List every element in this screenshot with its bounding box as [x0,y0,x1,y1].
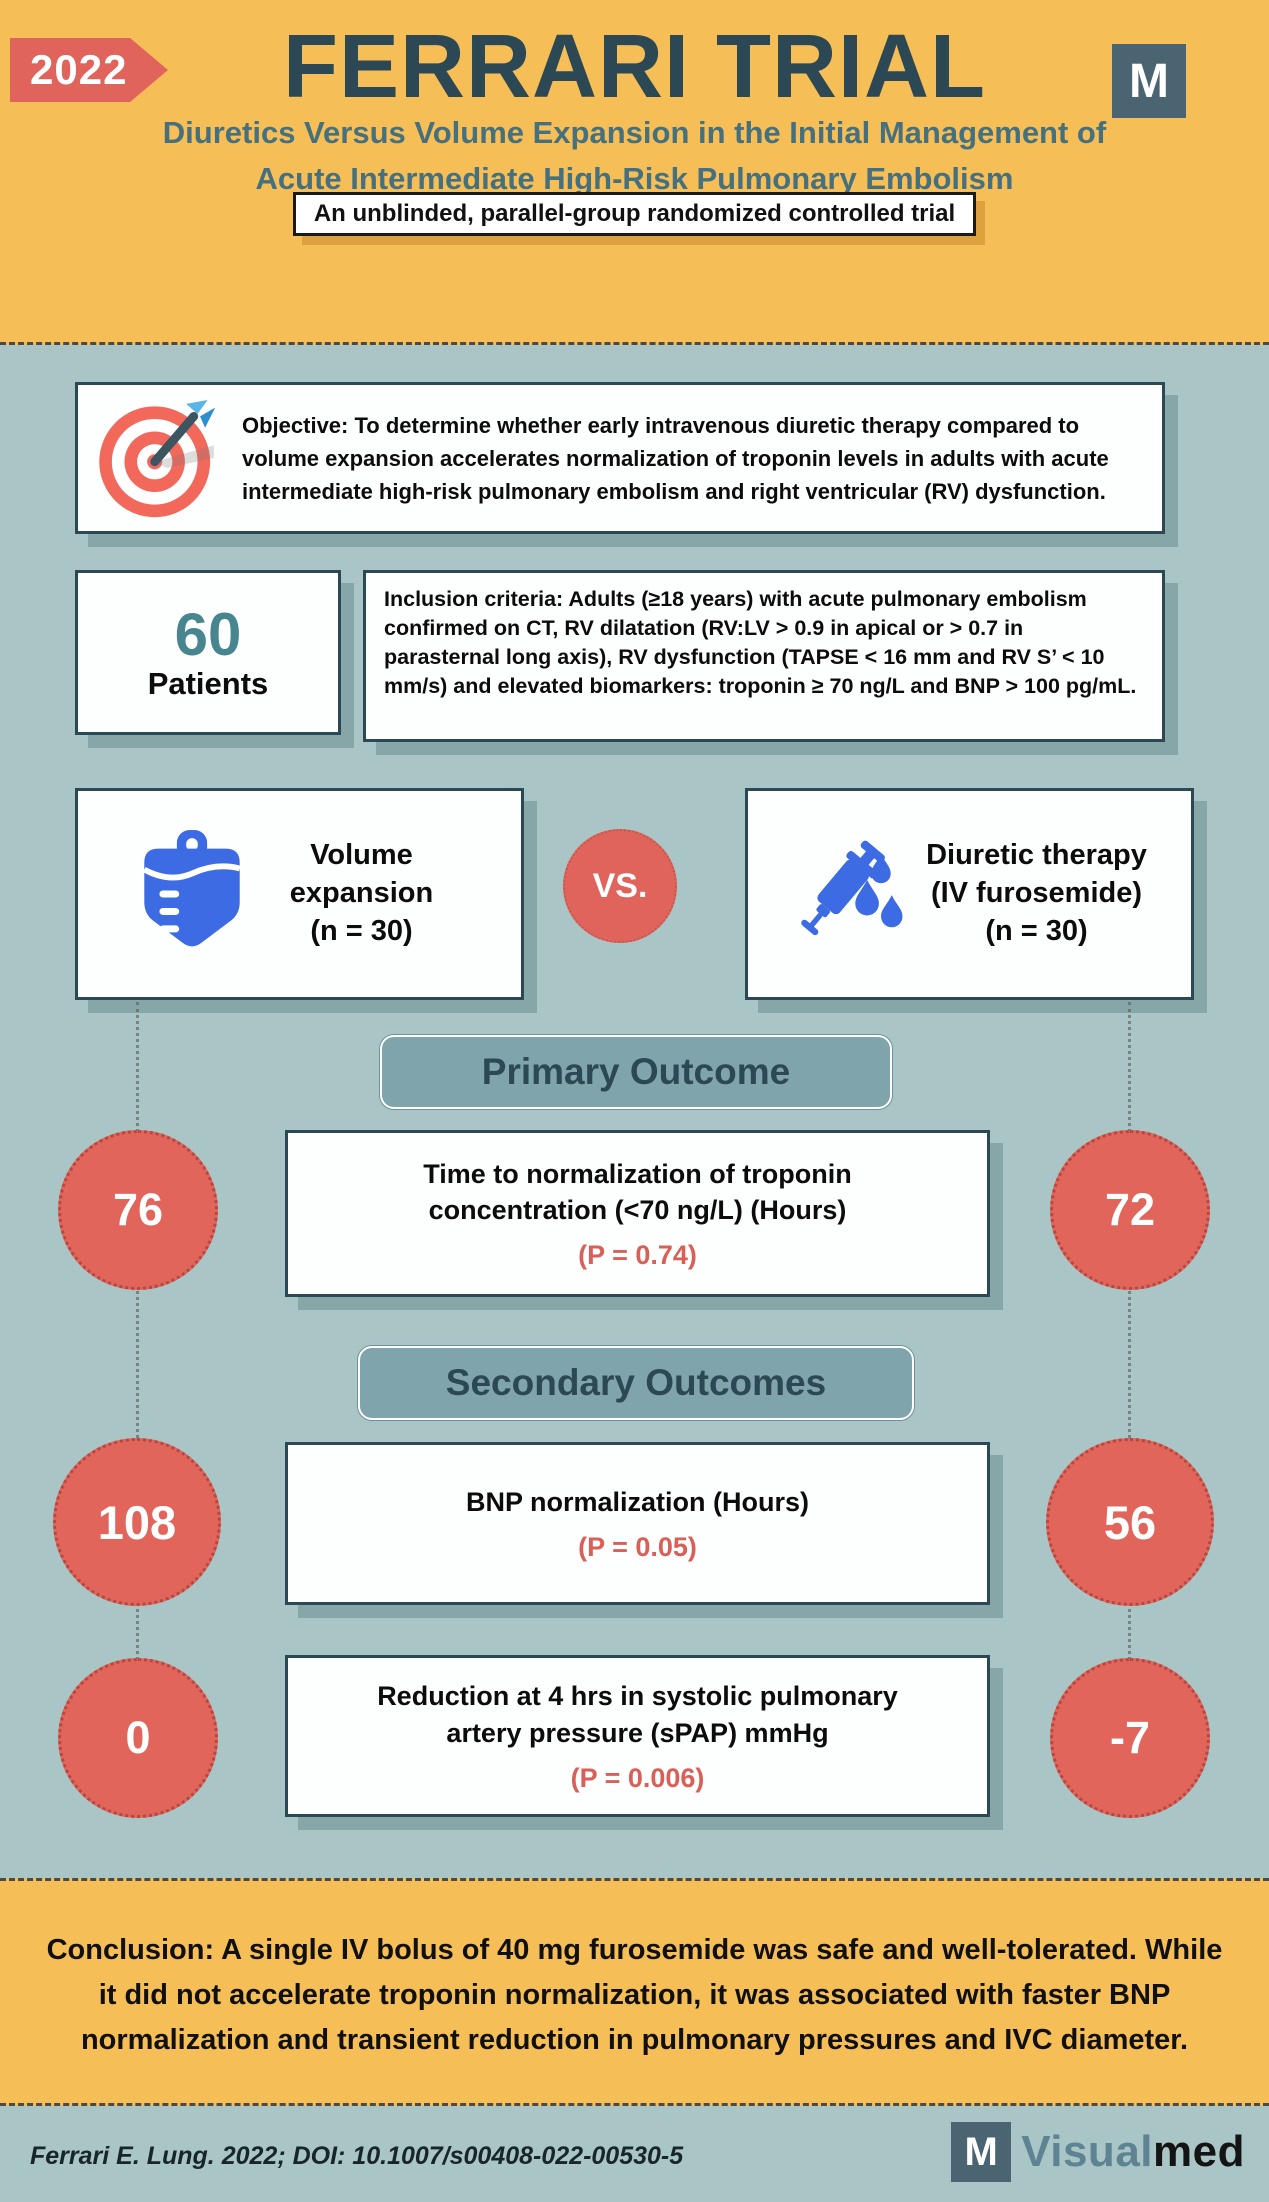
arm-volume-name: Volume expansion [289,839,434,910]
primary-outcome-header: Primary Outcome [380,1035,892,1109]
iv-bag-icon [138,830,246,958]
inclusion-label: Inclusion criteria: [384,587,564,611]
right-connector-line [1128,1002,1131,1817]
primary-outcome-box: Time to normalization of troponin concen… [285,1130,990,1297]
objective-label: Objective: [242,412,349,438]
arm-diuretic-box: Diuretic therapy (IV furosemide) (n = 30… [745,788,1194,1000]
brand-m-letter: M [1129,54,1169,108]
inclusion-text: Inclusion criteria: Adults (≥18 years) w… [384,585,1144,701]
study-subtitle: Diuretics Versus Volume Expansion in the… [0,110,1269,201]
visualmed-word-med: med [1153,2127,1245,2176]
arm-volume-expansion-box: Volume expansion (n = 30) [75,788,524,1000]
arm-diuretic-name: Diuretic therapy [926,839,1147,872]
secondary2-outcome-title: Reduction at 4 hrs in systolic pulmonary… [377,1681,898,1748]
year-badge: 2022 [10,38,168,102]
visualmed-m-letter: M [964,2129,998,2174]
primary-right-value-badge: 72 [1050,1130,1210,1290]
arm-diuretic-text: Diuretic therapy (IV furosemide) (n = 30… [926,837,1147,950]
inclusion-body: Adults (≥18 years) with acute pulmonary … [384,587,1137,699]
secondary1-outcome-title: BNP normalization (Hours) [465,1486,810,1517]
inclusion-box: Inclusion criteria: Adults (≥18 years) w… [363,570,1165,742]
header-band: 2022 FERRARI TRIAL M Diuretics Versus Vo… [0,0,1269,345]
secondary2-left-value-badge: 0 [58,1658,218,1818]
secondary2-outcome-box: Reduction at 4 hrs in systolic pulmonary… [285,1655,990,1817]
secondary2-right-value: -7 [1109,1712,1150,1763]
conclusion-label: Conclusion: [46,1934,215,1966]
visualmed-wordmark: Visualmed [1021,2127,1245,2177]
secondary1-left-value: 108 [97,1495,177,1549]
secondary1-right-value-badge: 56 [1046,1438,1214,1606]
secondary-outcomes-header-label: Secondary Outcomes [445,1362,827,1403]
brand-m-icon: M [1112,44,1186,118]
arm-diuretic-detail: (IV furosemide) [930,877,1143,910]
arm-volume-n: (n = 30) [310,914,413,947]
conclusion-band [0,1878,1269,2106]
objective-body: To determine whether early intravenous d… [242,412,1109,504]
primary-outcome-pvalue: (P = 0.74) [578,1240,697,1271]
visualmed-word-visual: Visual [1021,2127,1154,2176]
visualmed-logo: M Visualmed [951,2122,1245,2182]
versus-label: VS. [592,866,648,905]
objective-text: Objective: To determine whether early in… [242,409,1142,508]
page-title: FERRARI TRIAL [283,17,986,117]
primary-outcome-title: Time to normalization of troponin concen… [423,1158,852,1225]
versus-badge: VS. [563,829,677,943]
secondary2-outcome-pvalue: (P = 0.006) [570,1762,705,1793]
primary-outcome-header-label: Primary Outcome [481,1051,791,1092]
footer-band [0,2106,1269,2202]
conclusion-body: A single IV bolus of 40 mg furosemide wa… [80,1934,1223,2056]
trial-type: An unblinded, parallel-group randomized … [0,192,1269,236]
visualmed-m-icon: M [951,2122,1012,2182]
primary-left-value: 76 [112,1184,164,1235]
secondary2-right-value-badge: -7 [1050,1658,1210,1818]
trial-type-label: An unblinded, parallel-group randomized … [292,192,977,236]
subtitle-line-1: Diuretics Versus Volume Expansion in the… [162,115,1107,150]
patients-box: 60 Patients [75,570,341,735]
left-connector-line [136,1002,139,1817]
secondary2-left-value: 0 [125,1712,151,1763]
patients-label: Patients [147,666,269,701]
patients-count: 60 [174,601,242,668]
secondary1-left-value-badge: 108 [53,1438,221,1606]
arm-diuretic-n: (n = 30) [985,914,1088,947]
primary-left-value-badge: 76 [58,1130,218,1290]
conclusion-text: Conclusion: A single IV bolus of 40 mg f… [34,1928,1235,2063]
secondary1-outcome-box: BNP normalization (Hours) (P = 0.05) [285,1442,990,1605]
year-label: 2022 [30,46,128,93]
syringe-drops-icon [792,830,910,958]
arm-volume-text: Volume expansion (n = 30) [262,837,462,950]
primary-right-value: 72 [1104,1184,1156,1235]
subtitle-line-2: Acute Intermediate High-Risk Pulmonary E… [255,160,1014,196]
target-icon [98,395,224,521]
secondary-outcomes-header: Secondary Outcomes [358,1346,914,1420]
objective-box: Objective: To determine whether early in… [75,382,1165,534]
secondary1-outcome-pvalue: (P = 0.05) [578,1532,697,1563]
secondary1-right-value: 56 [1103,1495,1157,1549]
citation-text: Ferrari E. Lung. 2022; DOI: 10.1007/s004… [30,2142,684,2170]
